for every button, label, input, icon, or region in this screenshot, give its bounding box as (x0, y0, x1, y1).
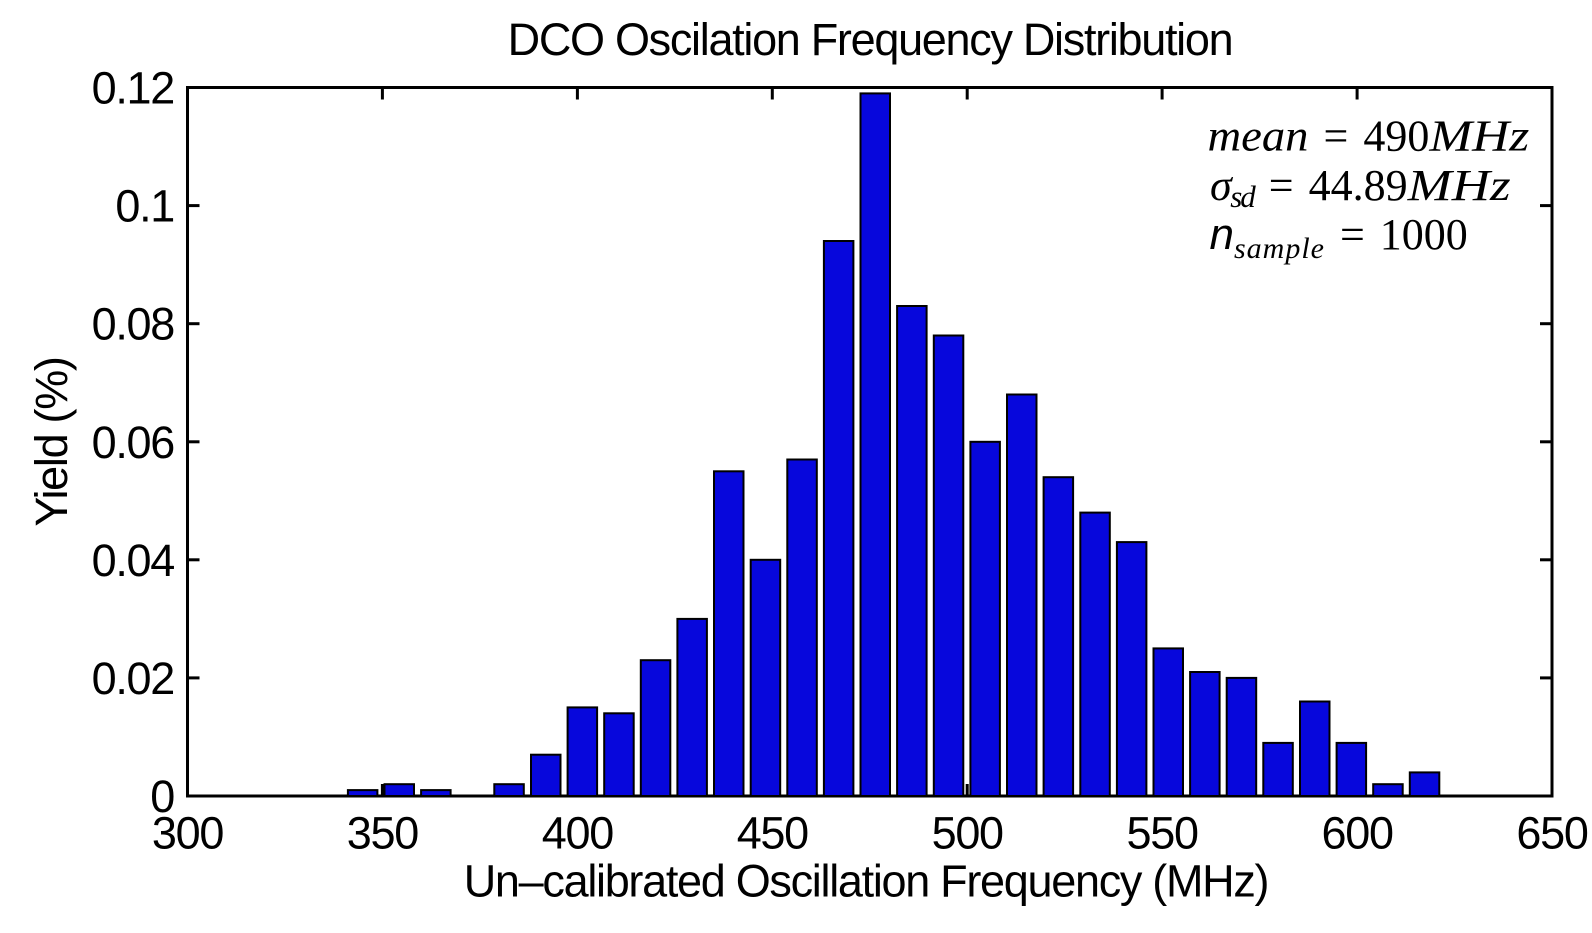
svg-text:450: 450 (737, 808, 808, 859)
svg-text:0.1: 0.1 (115, 181, 174, 232)
svg-text:Un–calibrated Oscillation Freq: Un–calibrated Oscillation Frequency (MHz… (464, 856, 1269, 907)
svg-text:400: 400 (542, 808, 613, 859)
svg-text:0.08: 0.08 (92, 299, 175, 350)
svg-text:0.06: 0.06 (92, 417, 175, 468)
svg-text:0.02: 0.02 (92, 653, 174, 704)
svg-text:350: 350 (347, 808, 418, 859)
svg-text:0: 0 (150, 771, 174, 822)
svg-text:mean = 490MHz: mean = 490MHz (1208, 111, 1530, 160)
svg-text:600: 600 (1322, 808, 1393, 859)
svg-text:0.12: 0.12 (92, 63, 174, 114)
svg-text:DCO Oscilation Frequency Distr: DCO Oscilation Frequency Distribution (508, 14, 1233, 65)
svg-text:σsd = 44.89MHz: σsd = 44.89MHz (1210, 161, 1511, 214)
svg-text:550: 550 (1127, 808, 1198, 859)
svg-text:300: 300 (152, 808, 223, 859)
svg-text:0.04: 0.04 (92, 535, 175, 586)
svg-text:500: 500 (932, 808, 1003, 859)
svg-text:Yield (%): Yield (%) (26, 357, 77, 526)
svg-text:650: 650 (1516, 808, 1587, 859)
